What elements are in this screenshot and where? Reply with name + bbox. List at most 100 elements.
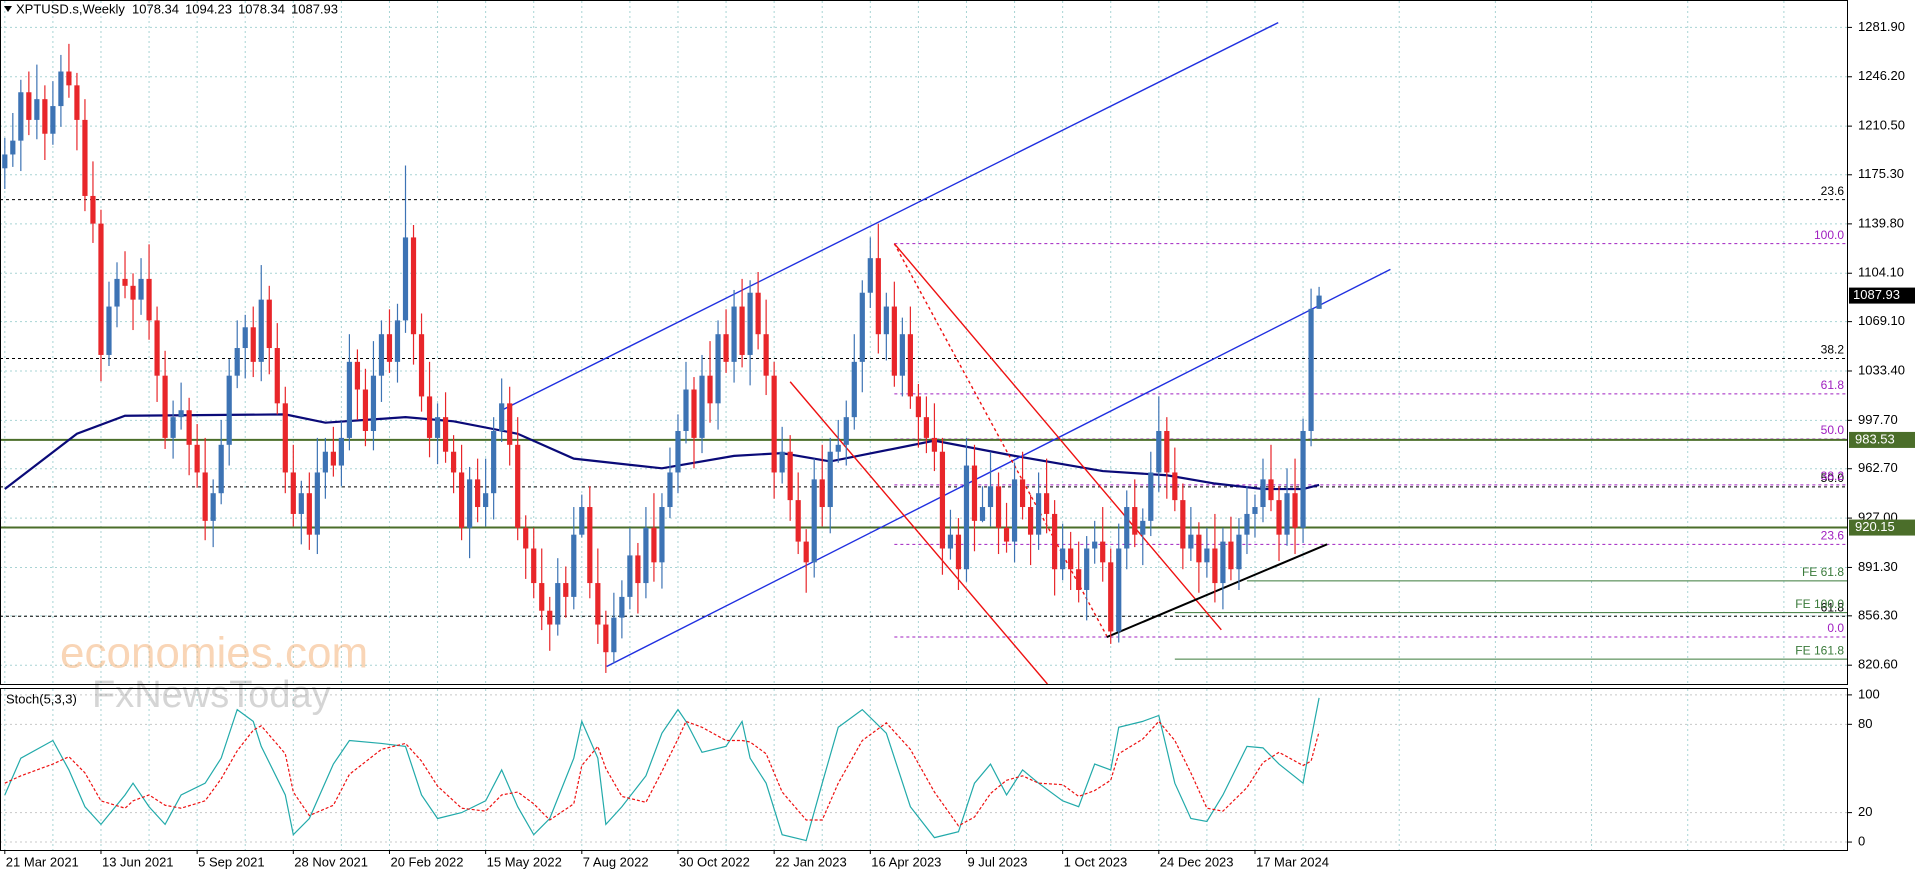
candle-body bbox=[346, 361, 353, 438]
candle-body bbox=[811, 479, 817, 563]
candle-body bbox=[859, 292, 865, 362]
candle-body bbox=[635, 555, 641, 584]
candle-body bbox=[1092, 541, 1098, 549]
y-tick-label: 891.30 bbox=[1858, 559, 1898, 574]
candle-body bbox=[883, 306, 889, 335]
candle-body bbox=[402, 237, 409, 321]
candle-body bbox=[875, 258, 881, 335]
candle-body bbox=[1188, 534, 1194, 549]
candle-body bbox=[1268, 479, 1274, 501]
x-tick-label: 30 Oct 2022 bbox=[679, 854, 750, 869]
y-tick-label: 1069.10 bbox=[1858, 313, 1905, 328]
candle-body bbox=[1060, 548, 1066, 570]
candle-body bbox=[74, 85, 80, 120]
candle-body bbox=[587, 507, 593, 584]
candle-body bbox=[707, 375, 713, 404]
candle-body bbox=[434, 417, 441, 438]
candle-body bbox=[779, 451, 785, 473]
candle-body bbox=[178, 410, 184, 418]
candle-body bbox=[1108, 562, 1114, 632]
candle-body bbox=[18, 92, 24, 141]
candle-body bbox=[1252, 507, 1258, 514]
candle-body bbox=[475, 479, 481, 508]
candle-body bbox=[947, 534, 954, 549]
candle-body bbox=[290, 472, 296, 514]
x-tick-label: 21 Mar 2021 bbox=[6, 854, 79, 869]
candle-body bbox=[987, 486, 994, 508]
stoch-tick-label: 20 bbox=[1858, 804, 1872, 819]
candle-body bbox=[410, 237, 417, 335]
level-label: FE 161.8 bbox=[1795, 643, 1844, 657]
candle-body bbox=[258, 299, 264, 362]
candle-body bbox=[723, 334, 729, 362]
ohlc-value: 1078.34 bbox=[238, 1, 285, 16]
candle-body bbox=[186, 410, 192, 445]
candle-body bbox=[34, 99, 40, 120]
watermark: FxNewsToday bbox=[92, 674, 331, 716]
candle-body bbox=[1292, 493, 1298, 528]
level-label: 38.2 bbox=[1821, 343, 1845, 357]
candle-body bbox=[1148, 472, 1154, 521]
candle-body bbox=[1100, 541, 1106, 563]
candle-body bbox=[274, 348, 280, 404]
candle-body bbox=[667, 472, 673, 508]
candle-body bbox=[106, 306, 112, 355]
ohlc-value: 1094.23 bbox=[185, 1, 232, 16]
candle-body bbox=[1300, 430, 1306, 528]
candle-body bbox=[1164, 430, 1170, 473]
candle-body bbox=[963, 465, 970, 570]
candle-body bbox=[507, 403, 513, 445]
candle-body bbox=[58, 71, 64, 107]
candle-body bbox=[523, 527, 529, 549]
candle-body bbox=[995, 486, 1002, 528]
candle-body bbox=[627, 555, 633, 597]
y-tick-label: 1104.10 bbox=[1858, 265, 1904, 280]
candle-body bbox=[1196, 534, 1202, 563]
candle-body bbox=[891, 306, 897, 376]
candle-body bbox=[867, 258, 873, 293]
ohlc-value: 1087.93 bbox=[291, 1, 338, 16]
y-tick-label: 1175.30 bbox=[1858, 166, 1904, 181]
candle-body bbox=[42, 99, 48, 134]
candle-body bbox=[1244, 513, 1250, 535]
candle-body bbox=[266, 299, 272, 349]
candle-body bbox=[154, 320, 160, 376]
candle-body bbox=[795, 500, 801, 542]
candle-body bbox=[122, 278, 128, 286]
trend-line bbox=[502, 21, 1279, 411]
candle-body bbox=[394, 320, 401, 362]
candle-body bbox=[1035, 493, 1042, 535]
candle-body bbox=[1212, 548, 1218, 584]
candle-body bbox=[603, 624, 609, 653]
stoch-panel-border bbox=[0, 688, 1848, 851]
y-tick-label: 1033.40 bbox=[1858, 362, 1905, 377]
y-tick-label: 1281.90 bbox=[1858, 19, 1905, 34]
candle-body bbox=[338, 437, 344, 466]
candle-body bbox=[691, 389, 697, 438]
stoch-tick-label: 80 bbox=[1858, 716, 1872, 731]
x-tick-label: 15 May 2022 bbox=[487, 854, 562, 869]
candle-body bbox=[579, 507, 585, 535]
candle-body bbox=[50, 106, 56, 134]
y-tick-label: 997.70 bbox=[1858, 412, 1898, 427]
candle-body bbox=[1316, 295, 1322, 309]
candle-body bbox=[715, 334, 721, 404]
candle-body bbox=[362, 389, 369, 431]
candle-body bbox=[1084, 548, 1090, 590]
candle-body bbox=[370, 375, 377, 431]
candle-body bbox=[1116, 548, 1122, 632]
candle-body bbox=[1156, 430, 1162, 473]
menu-icon[interactable] bbox=[4, 6, 12, 12]
candle-body bbox=[138, 278, 144, 300]
candle-body bbox=[378, 334, 385, 376]
x-tick-label: 16 Apr 2023 bbox=[871, 854, 941, 869]
x-tick-label: 28 Nov 2021 bbox=[294, 854, 368, 869]
price-label-box bbox=[1849, 519, 1915, 536]
candle-body bbox=[923, 417, 930, 438]
moving-average bbox=[4, 413, 1320, 491]
candle-body bbox=[979, 507, 986, 521]
candle-body bbox=[1260, 479, 1266, 508]
candle-body bbox=[1172, 472, 1178, 501]
